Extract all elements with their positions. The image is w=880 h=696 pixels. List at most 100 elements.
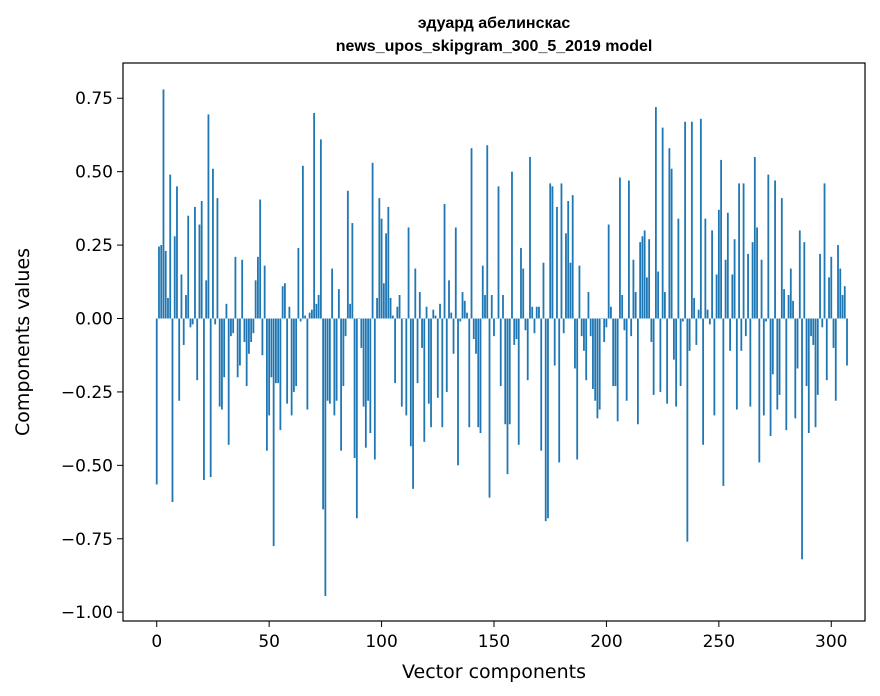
bar-178 (556, 206, 558, 319)
bar-78 (331, 268, 334, 319)
bar-109 (400, 318, 403, 407)
bar-230 (672, 318, 675, 360)
bar-30 (223, 318, 226, 378)
bar-224 (659, 318, 662, 392)
bar-5 (167, 297, 169, 319)
bar-206 (619, 177, 621, 319)
bar-157 (508, 318, 511, 425)
bar-188 (578, 265, 581, 319)
bar-299 (828, 277, 830, 319)
bar-217 (643, 230, 646, 319)
bar-87 (351, 223, 354, 319)
bar-19 (198, 224, 201, 319)
bar-136 (461, 292, 464, 319)
bar-218 (646, 277, 648, 319)
bar-85 (346, 190, 349, 319)
bar-120 (425, 306, 428, 319)
bar-219 (648, 239, 651, 319)
bar-163 (522, 268, 525, 319)
bar-181 (562, 318, 565, 334)
bar-195 (594, 318, 597, 401)
bar-137 (463, 300, 466, 319)
bar-94 (367, 318, 369, 401)
bar-33 (230, 318, 232, 337)
bar-296 (821, 318, 824, 328)
bar-79 (333, 318, 336, 416)
bar-35 (234, 256, 237, 319)
bar-254 (726, 212, 729, 319)
bar-164 (524, 318, 527, 331)
bar-171 (540, 318, 543, 451)
bar-77 (328, 318, 331, 404)
bar-199 (603, 318, 606, 342)
bar-301 (832, 318, 835, 348)
bar-257 (733, 239, 736, 319)
x-axis: 0 50 100 150 200 250 300 (151, 621, 847, 652)
bar-99 (378, 198, 381, 319)
bar-160 (515, 318, 518, 340)
bar-244 (704, 218, 707, 319)
bar-277 (778, 318, 781, 395)
bar-285 (796, 318, 799, 369)
bar-172 (542, 262, 545, 319)
bar-64 (299, 318, 302, 322)
bar-28 (218, 318, 221, 407)
x-axis-label: Vector components (402, 661, 586, 683)
bar-209 (625, 318, 628, 401)
bar-101 (382, 283, 385, 319)
bar-39 (243, 318, 246, 342)
bar-69 (310, 309, 313, 319)
bar-237 (688, 318, 691, 351)
bar-293 (814, 318, 817, 428)
bar-183 (567, 201, 570, 319)
bar-63 (297, 248, 300, 319)
bar-34 (232, 318, 235, 334)
bar-245 (706, 309, 709, 319)
y-tick-label: −1.00 (61, 603, 113, 623)
bar-262 (744, 318, 747, 337)
bar-88 (353, 318, 356, 459)
bar-55 (279, 318, 282, 431)
bar-260 (740, 318, 743, 351)
bar-152 (497, 186, 500, 319)
bar-47 (261, 318, 264, 356)
bar-81 (337, 289, 340, 319)
bar-246 (708, 318, 711, 325)
bar-108 (398, 295, 401, 319)
bar-305 (841, 295, 844, 319)
bar-51 (270, 318, 273, 378)
bar-27 (216, 198, 219, 319)
bar-168 (533, 318, 536, 334)
bar-95 (369, 318, 372, 434)
bar-141 (472, 318, 475, 340)
bar-159 (513, 318, 516, 345)
bar-241 (697, 309, 700, 319)
bar-156 (506, 318, 509, 475)
bar-145 (481, 265, 484, 319)
bar-80 (335, 318, 338, 401)
bar-150 (493, 318, 495, 337)
bar-113 (409, 318, 412, 447)
bar-149 (490, 295, 493, 319)
bar-252 (722, 318, 725, 486)
bar-204 (614, 318, 617, 387)
bar-268 (758, 318, 761, 463)
bar-272 (767, 174, 770, 319)
bar-75 (324, 318, 327, 597)
bar-226 (663, 292, 666, 319)
bar-175 (549, 183, 552, 319)
bar-126 (439, 303, 441, 319)
y-tick-label: −0.75 (61, 530, 113, 550)
bar-210 (628, 180, 630, 319)
bar-274 (771, 318, 774, 375)
bar-222 (654, 107, 657, 319)
bar-98 (376, 297, 378, 319)
bar-185 (571, 195, 574, 319)
bar-292 (812, 318, 815, 345)
bar-300 (830, 256, 833, 319)
bar-269 (760, 259, 763, 319)
bar-134 (457, 318, 459, 466)
bar-200 (605, 318, 608, 328)
bar-187 (576, 318, 579, 460)
bar-3 (162, 89, 165, 319)
